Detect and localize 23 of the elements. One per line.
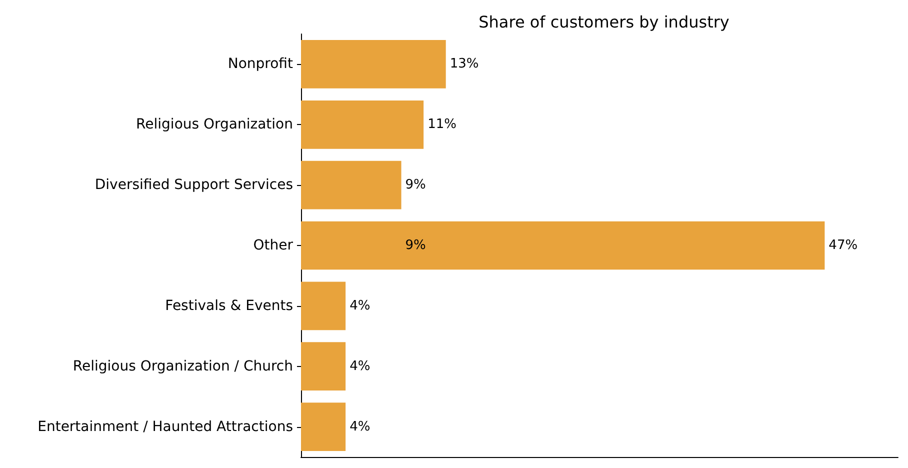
annotation: 9% xyxy=(405,238,426,253)
y-tick-label: Entertainment / Haunted Attractions xyxy=(38,418,293,435)
y-tick-label: Religious Organization / Church xyxy=(72,358,293,374)
bar xyxy=(301,342,346,391)
bar xyxy=(301,100,424,149)
data-label: 47% xyxy=(828,238,858,253)
data-label: 4% xyxy=(350,419,370,434)
data-label: 13% xyxy=(450,56,479,72)
chart-title: Share of customers by industry xyxy=(478,12,730,32)
y-tick-label: Religious Organization xyxy=(136,116,293,133)
y-tick-label: Other xyxy=(253,238,294,254)
bar xyxy=(301,221,825,270)
bar xyxy=(301,40,446,88)
data-label: 4% xyxy=(350,298,370,314)
y-tick-label: Nonprofit xyxy=(228,56,294,72)
data-label: 4% xyxy=(350,358,370,374)
y-tick-label: Diversified Support Services xyxy=(94,177,293,194)
y-tick-label: Festivals & Events xyxy=(165,298,293,314)
data-label: 9% xyxy=(405,178,426,193)
bar xyxy=(301,282,346,330)
data-label: 11% xyxy=(428,117,456,132)
bar xyxy=(301,402,346,451)
bar xyxy=(301,160,402,210)
